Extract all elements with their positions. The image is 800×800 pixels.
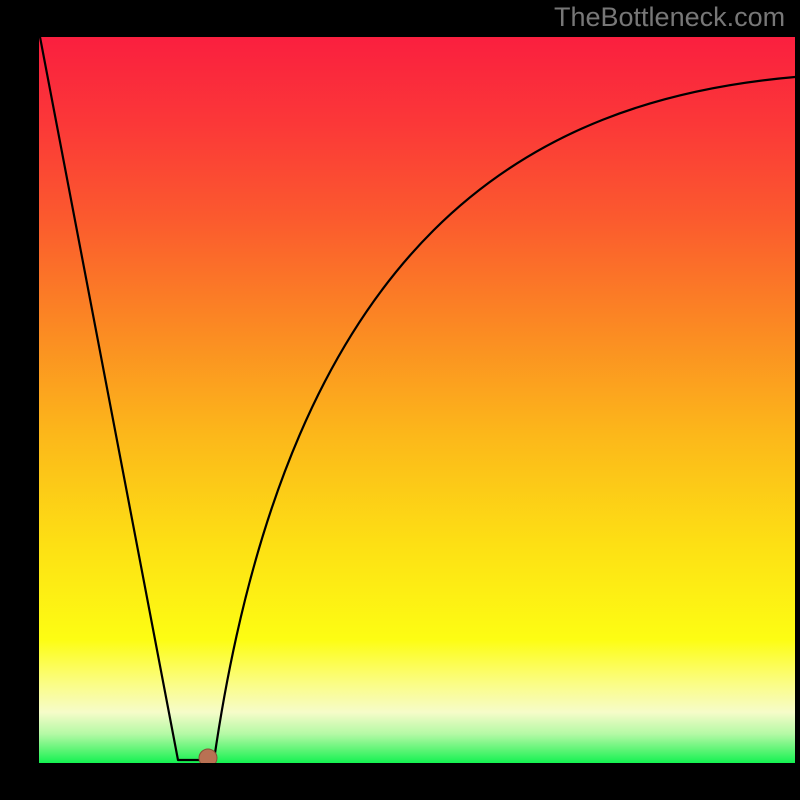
bottleneck-curve: [39, 37, 795, 763]
plot-area: [39, 37, 795, 763]
optimum-marker: [199, 749, 217, 763]
chart-root: TheBottleneck.com: [0, 0, 800, 800]
watermark-text: TheBottleneck.com: [554, 2, 785, 33]
curve-path: [40, 37, 795, 760]
